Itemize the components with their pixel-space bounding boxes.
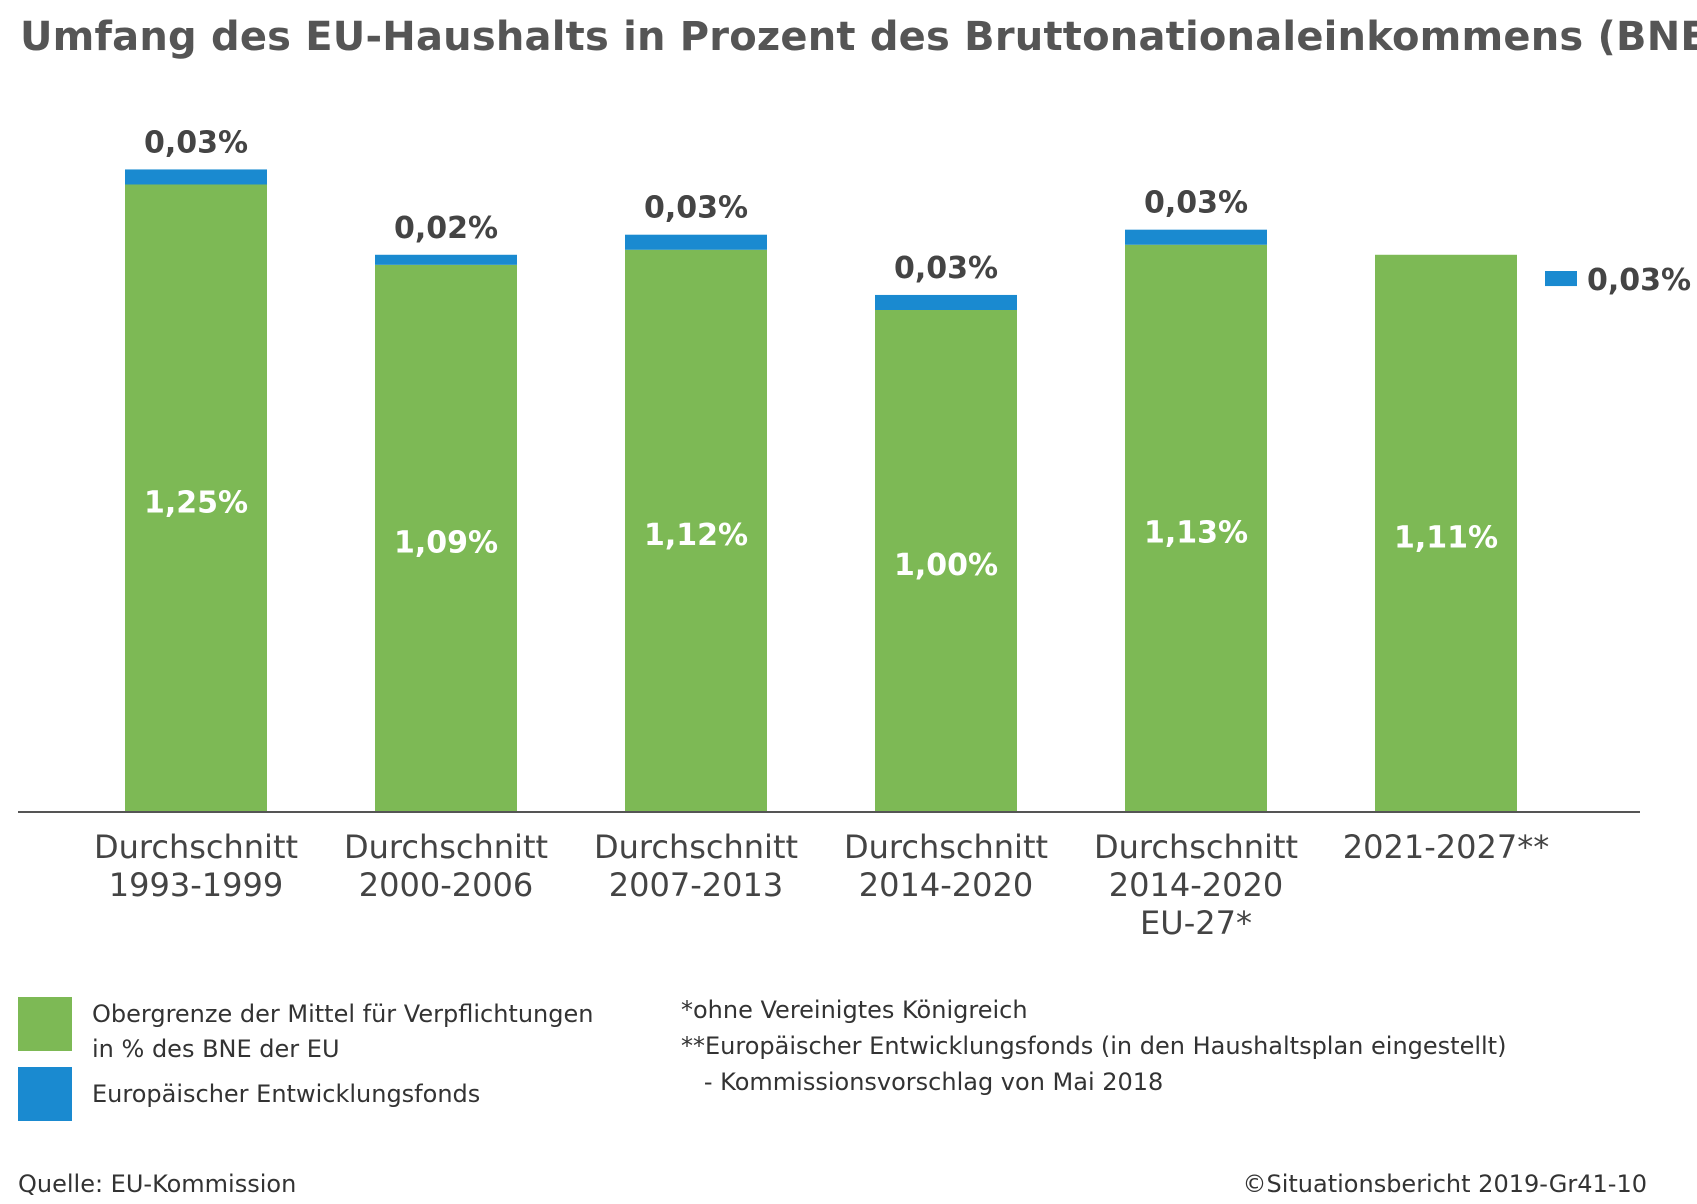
copyright-note: ©Situationsbericht 2019-Gr41-10 bbox=[1242, 1170, 1647, 1198]
x-tick-label-2-0: Durchschnitt bbox=[594, 828, 798, 866]
bar-blue-0 bbox=[125, 169, 267, 185]
bar-label-blue-4: 0,03% bbox=[1144, 186, 1248, 221]
legend-swatch-blue bbox=[18, 1067, 72, 1121]
bar-label-blue-3: 0,03% bbox=[894, 251, 998, 286]
footnote-2: **Europäischer Entwicklungsfonds (in den… bbox=[681, 1032, 1507, 1060]
x-tick-label-4-1: 2014-2020 bbox=[1109, 866, 1283, 904]
bar-label-blue-5: 0,03% bbox=[1587, 263, 1691, 298]
legend-swatch-green bbox=[18, 997, 72, 1051]
bar-green-3 bbox=[875, 310, 1017, 812]
x-tick-label-0-0: Durchschnitt bbox=[94, 828, 298, 866]
bar-chart: 1,25%0,03%Durchschnitt1993-19991,09%0,02… bbox=[18, 125, 1691, 942]
x-tick-label-5-0: 2021-2027** bbox=[1343, 828, 1549, 866]
bar-label-green-5: 1,11% bbox=[1394, 520, 1498, 555]
bar-blue-3 bbox=[875, 294, 1017, 310]
footnote-3: - Kommissionsvorschlag von Mai 2018 bbox=[681, 1068, 1164, 1096]
bar-blue-1 bbox=[375, 254, 517, 265]
x-tick-label-4-2: EU-27* bbox=[1140, 904, 1252, 942]
x-tick-label-1-0: Durchschnitt bbox=[344, 828, 548, 866]
bar-label-green-3: 1,00% bbox=[894, 548, 998, 583]
bar-blue-2 bbox=[625, 234, 767, 250]
bar-label-blue-2: 0,03% bbox=[644, 191, 748, 226]
bar-label-blue-0: 0,03% bbox=[144, 125, 248, 160]
bar-label-green-0: 1,25% bbox=[144, 485, 248, 520]
bar-blue-4 bbox=[1125, 229, 1267, 245]
bar-green-2 bbox=[625, 249, 767, 812]
bar-label-green-1: 1,09% bbox=[394, 525, 498, 560]
x-tick-label-2-1: 2007-2013 bbox=[609, 866, 783, 904]
bar-blue-marker-5 bbox=[1545, 271, 1577, 287]
x-tick-label-3-1: 2014-2020 bbox=[859, 866, 1033, 904]
footnote-1: *ohne Vereinigtes Königreich bbox=[681, 996, 1028, 1024]
x-tick-label-1-1: 2000-2006 bbox=[359, 866, 533, 904]
legend-label-edf: Europäischer Entwicklungsfonds bbox=[92, 1080, 481, 1108]
source-note: Quelle: EU-Kommission bbox=[18, 1170, 297, 1198]
x-tick-label-4-0: Durchschnitt bbox=[1094, 828, 1298, 866]
legend-item-edf: Europäischer Entwicklungsfonds bbox=[18, 1067, 692, 1121]
bar-label-green-4: 1,13% bbox=[1144, 515, 1248, 550]
chart-title: Umfang des EU-Haushalts in Prozent des B… bbox=[20, 14, 1697, 60]
bar-label-blue-1: 0,02% bbox=[394, 211, 498, 246]
x-tick-label-3-0: Durchschnitt bbox=[844, 828, 1048, 866]
legend-item-ceiling: Obergrenze der Mittel für Verpflichtunge… bbox=[18, 997, 692, 1067]
bar-green-0 bbox=[125, 184, 267, 812]
bar-green-5 bbox=[1375, 254, 1517, 812]
bar-green-4 bbox=[1125, 244, 1267, 813]
bar-label-green-2: 1,12% bbox=[644, 518, 748, 553]
x-tick-label-0-1: 1993-1999 bbox=[109, 866, 283, 904]
bar-green-1 bbox=[375, 264, 517, 812]
footnotes: *ohne Vereinigtes Königreich **Europäisc… bbox=[681, 992, 1681, 1100]
legend-label-ceiling: Obergrenze der Mittel für Verpflichtunge… bbox=[92, 1000, 594, 1063]
